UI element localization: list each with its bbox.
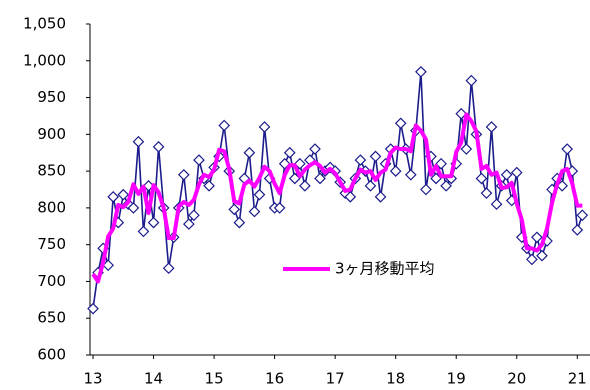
data-point	[299, 179, 311, 192]
data-point	[354, 154, 367, 166]
x-tick-label: 20	[507, 370, 526, 388]
data-point	[258, 121, 271, 133]
data-point	[460, 143, 473, 155]
legend-label: 3ヶ月移動平均	[335, 260, 435, 278]
data-point	[455, 107, 468, 120]
data-point	[127, 202, 140, 214]
data-point	[500, 168, 513, 181]
x-tick-label: 13	[83, 370, 102, 388]
series-line	[91, 112, 583, 284]
y-tick-label: 1,050	[23, 15, 66, 33]
x-tick-label: 14	[144, 370, 163, 388]
data-point	[278, 157, 291, 170]
data-point	[218, 119, 231, 132]
data-point	[162, 262, 175, 275]
y-tick-label: 650	[37, 309, 66, 327]
data-point	[561, 143, 574, 155]
data-point	[147, 216, 160, 229]
data-point	[188, 209, 200, 222]
y-tick-label: 900	[37, 125, 66, 143]
x-tick-label: 19	[447, 370, 466, 388]
x-tick-label: 15	[205, 370, 224, 388]
data-point	[389, 165, 402, 177]
data-point	[374, 191, 387, 203]
data-point	[404, 168, 417, 181]
y-tick-label: 600	[37, 346, 66, 364]
data-point	[475, 172, 488, 185]
x-tick-label: 18	[386, 370, 405, 388]
data-point	[420, 183, 432, 196]
data-point	[465, 74, 478, 87]
data-point	[283, 146, 296, 159]
data-point	[490, 198, 503, 211]
data-point	[485, 121, 498, 133]
data-point	[526, 253, 538, 266]
y-tick-label: 700	[37, 272, 66, 290]
y-tick-label: 950	[37, 88, 66, 106]
data-point	[132, 135, 145, 148]
data-point	[87, 302, 99, 315]
x-tick-label: 16	[265, 370, 284, 388]
x-tick-label: 21	[568, 370, 587, 388]
data-point	[243, 146, 256, 159]
data-point	[576, 209, 589, 222]
data-point	[510, 166, 523, 179]
data-point	[152, 140, 165, 153]
data-point	[480, 187, 493, 200]
data-point	[248, 205, 261, 218]
data-point	[344, 191, 357, 203]
data-point	[107, 191, 120, 203]
data-point	[117, 188, 130, 201]
data-point	[314, 172, 326, 185]
data-point	[203, 179, 215, 192]
x-tick-label: 17	[326, 370, 345, 388]
data-point	[415, 65, 427, 78]
data-point	[531, 231, 543, 244]
data-point	[435, 157, 447, 170]
y-tick-label: 800	[37, 198, 66, 216]
data-point	[440, 179, 452, 192]
data-point	[233, 216, 246, 229]
data-point	[571, 224, 584, 236]
data-point	[309, 143, 321, 155]
data-point	[177, 168, 190, 181]
data-point	[536, 249, 548, 262]
data-point	[394, 117, 407, 130]
data-point	[253, 188, 266, 201]
data-point	[228, 203, 241, 216]
data-point	[369, 150, 382, 163]
data-point	[193, 154, 205, 166]
y-tick-label: 750	[37, 235, 66, 253]
data-point	[273, 202, 286, 214]
data-point	[183, 218, 195, 230]
y-tick-label: 850	[37, 162, 66, 180]
data-point	[364, 179, 377, 192]
data-point	[137, 225, 150, 238]
y-tick-label: 1,000	[23, 51, 66, 69]
data-point	[294, 157, 306, 170]
